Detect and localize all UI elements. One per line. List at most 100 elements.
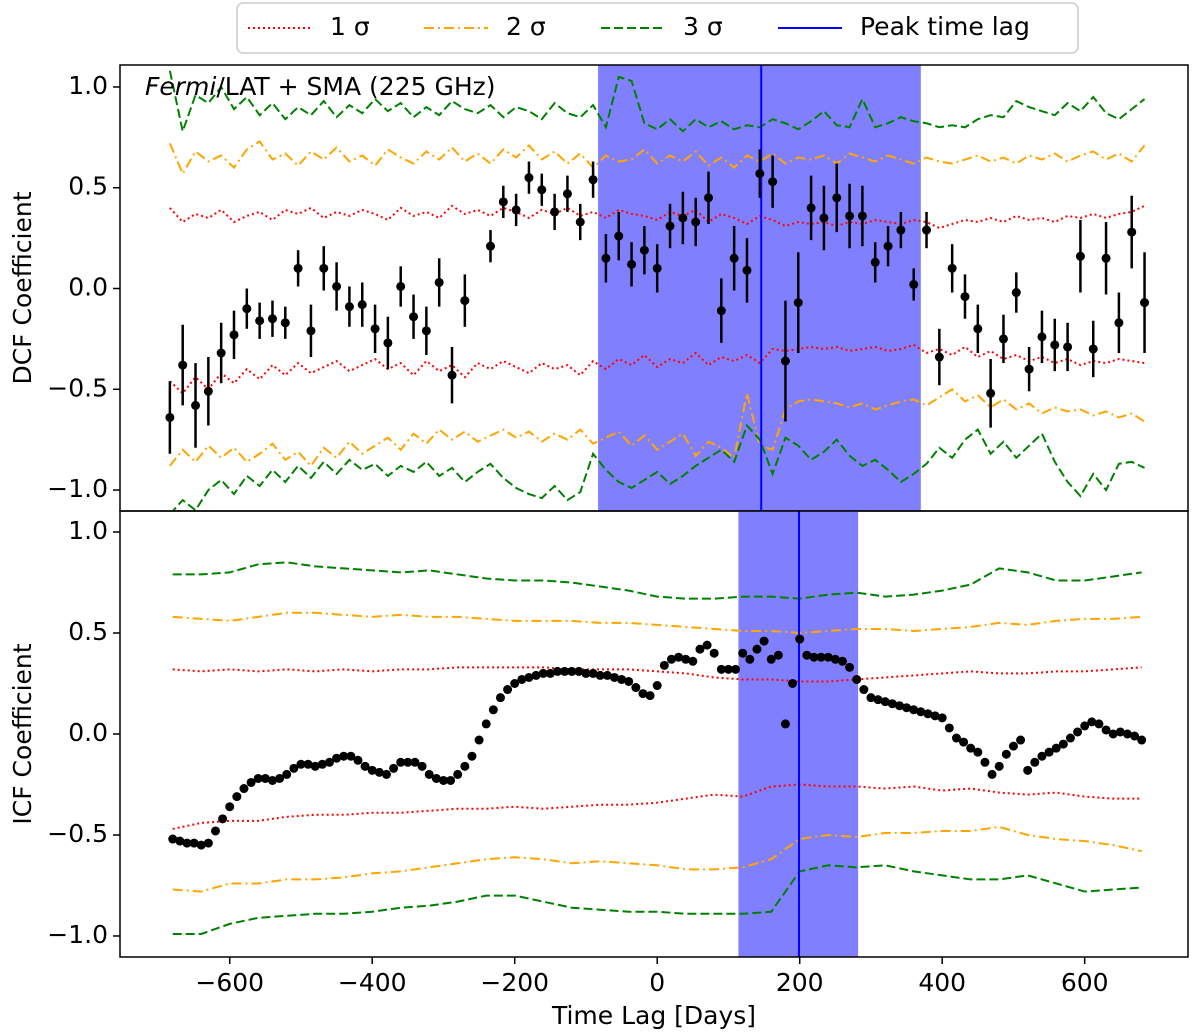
data-point [242, 304, 252, 314]
data-point [966, 743, 976, 753]
data-point [510, 679, 520, 689]
data-point [873, 695, 883, 705]
data-point [816, 652, 826, 662]
data-point [729, 253, 739, 263]
data-point [1108, 729, 1118, 739]
data-point [947, 263, 957, 273]
data-point [339, 751, 349, 761]
data-point [716, 664, 726, 674]
data-point [973, 747, 983, 757]
data-point [709, 648, 719, 658]
data-point [595, 670, 605, 680]
data-point [267, 775, 277, 785]
data-point [1016, 735, 1026, 745]
data-point [987, 769, 997, 779]
data-point [652, 681, 662, 691]
annotation-part: Fermi [145, 72, 216, 101]
y-axis-label: DCF Coefficient [8, 191, 37, 384]
y-axis-label: ICF Coefficient [8, 643, 37, 824]
data-point [225, 802, 235, 812]
data-point [467, 751, 477, 761]
data-point [417, 761, 427, 771]
data-point [738, 648, 748, 658]
data-point [1087, 717, 1097, 727]
data-point [1114, 318, 1124, 328]
data-point [438, 775, 448, 785]
data-point [275, 773, 285, 783]
data-point [524, 672, 534, 682]
y-tick-label: −0.5 [47, 373, 108, 402]
data-point [403, 757, 413, 767]
data-point [232, 792, 242, 802]
data-point [267, 314, 277, 324]
data-point [742, 265, 752, 275]
data-point [639, 245, 649, 255]
sigma-line [169, 343, 1145, 395]
peak-span [598, 65, 921, 511]
data-point [624, 676, 634, 686]
data-point [410, 757, 420, 767]
data-point [691, 217, 701, 227]
data-point [883, 241, 893, 251]
data-point [280, 318, 290, 328]
x-axis-label: Time Lag [Days] [551, 1001, 756, 1030]
data-point [511, 205, 521, 215]
data-point [1115, 727, 1125, 737]
data-point [319, 263, 329, 273]
data-point [1011, 288, 1021, 298]
y-tick-label: 0.5 [68, 617, 108, 646]
data-point [916, 707, 926, 717]
data-point [638, 689, 648, 699]
x-tick-label: 0 [649, 968, 665, 997]
legend-label: 3 σ [683, 12, 723, 41]
x-tick-label: 200 [776, 968, 824, 997]
data-point [446, 775, 456, 785]
plot-area [165, 65, 1150, 511]
data-point [845, 211, 855, 221]
data-point [310, 761, 320, 771]
data-point [674, 652, 684, 662]
data-point [666, 654, 676, 664]
data-point [880, 697, 890, 707]
data-point [652, 263, 662, 273]
data-point [788, 679, 798, 689]
data-point [289, 763, 299, 773]
data-point [460, 296, 470, 306]
data-point [588, 668, 598, 678]
x-tick-label: −200 [480, 968, 549, 997]
data-point [678, 213, 688, 223]
data-point [1044, 747, 1054, 757]
data-point [1122, 729, 1132, 739]
data-point [793, 298, 803, 308]
data-point [609, 672, 619, 682]
data-point [560, 666, 570, 676]
data-point [802, 650, 812, 660]
data-point [332, 281, 342, 291]
data-point [517, 674, 527, 684]
data-point [909, 705, 919, 715]
data-point [859, 685, 869, 695]
data-point [1130, 731, 1140, 741]
data-point [1024, 364, 1034, 374]
data-point [282, 769, 292, 779]
data-point [1088, 344, 1098, 354]
data-point [1051, 743, 1061, 753]
data-point [887, 699, 897, 709]
data-point [1101, 253, 1111, 263]
data-point [488, 705, 498, 715]
annotation: Fermi/LAT + SMA (225 GHz) [145, 72, 496, 101]
plot-area [168, 511, 1147, 957]
data-point [1037, 751, 1047, 761]
sigma-line [172, 666, 1142, 683]
data-point [902, 703, 912, 713]
data-point [832, 193, 842, 203]
data-point [973, 324, 983, 334]
data-point [665, 221, 675, 231]
data-point [324, 757, 334, 767]
data-point [260, 773, 270, 783]
data-point [631, 683, 641, 693]
data-point [1094, 719, 1104, 729]
data-point [780, 356, 790, 366]
data-point [545, 668, 555, 678]
